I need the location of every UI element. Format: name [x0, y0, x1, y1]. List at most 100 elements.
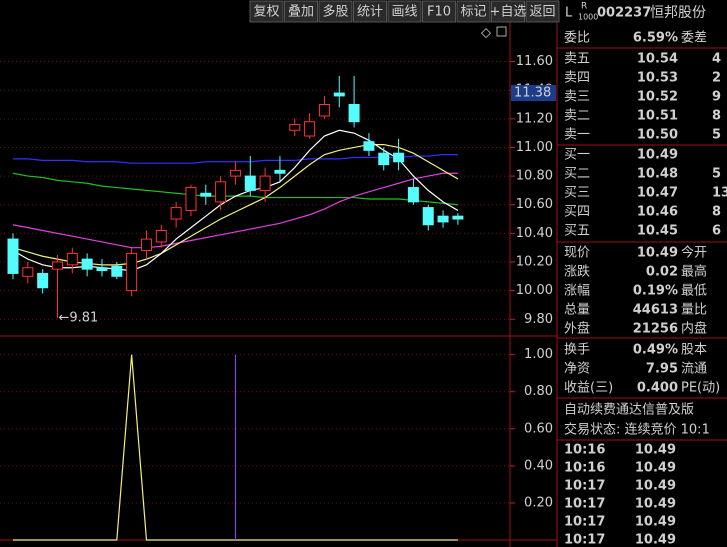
- tick-price: 10.49: [635, 443, 676, 458]
- y-tick-label: 11.00: [516, 140, 553, 155]
- row-value: 10.48: [637, 167, 678, 182]
- row-label: 总量: [564, 303, 590, 318]
- row-label2: 委差: [681, 31, 707, 46]
- row-label2: 股本: [681, 343, 707, 358]
- row-label: 卖四: [564, 71, 590, 86]
- box-icon[interactable]: [496, 26, 507, 37]
- candle-body: [393, 152, 405, 163]
- diamond-icon[interactable]: ◇: [481, 26, 491, 41]
- toolbar-label[interactable]: 标记: [460, 5, 486, 20]
- badge: R: [581, 2, 587, 12]
- row-label2: 量比: [681, 303, 707, 318]
- toolbar-label[interactable]: 叠加: [288, 5, 314, 20]
- tick-time: 10:17: [564, 533, 605, 547]
- toolbar-label[interactable]: 画线: [391, 5, 417, 20]
- tick-price: 10.49: [635, 497, 676, 512]
- y-tick-label: 0.40: [524, 458, 553, 473]
- candle-body: [274, 169, 286, 174]
- candle-body: [66, 252, 78, 266]
- candle-body: [289, 124, 301, 131]
- row-value: 10.47: [637, 186, 678, 201]
- row-value: 10.51: [637, 109, 678, 124]
- row-value: 21256: [633, 322, 678, 337]
- toolbar-button[interactable]: [284, 0, 318, 23]
- toolbar-button[interactable]: [491, 0, 525, 23]
- row-label2: PE(动): [681, 381, 720, 396]
- row-label: 委比: [564, 31, 590, 46]
- row-value: 10.46: [637, 205, 678, 220]
- candle-body: [452, 215, 464, 220]
- row-value: 0.400: [637, 381, 678, 396]
- panel-lines: [557, 47, 727, 441]
- candle-body: [22, 267, 34, 277]
- tick-price: 10.49: [635, 515, 676, 530]
- low-annotation: ←9.81: [58, 310, 98, 325]
- row-label2: 今开: [681, 245, 707, 261]
- row-value: 10.54: [637, 52, 678, 67]
- row-label2: 流通: [681, 362, 707, 377]
- y-tick-label: 0.20: [524, 495, 553, 510]
- crosshair-box: [511, 85, 556, 102]
- toolbar-label[interactable]: 返回: [529, 5, 555, 20]
- row-value: 44613: [633, 303, 678, 318]
- y-tick-label: 10.60: [516, 197, 553, 212]
- y-tick-label: 10.80: [516, 169, 553, 184]
- toolbar-label[interactable]: 多股: [322, 4, 348, 20]
- candle-body: [363, 141, 375, 151]
- tick-time: 10:17: [564, 497, 605, 512]
- row-volume: 2: [712, 71, 721, 86]
- row-label: 净资: [564, 362, 590, 377]
- row-value: 0.02: [646, 265, 678, 280]
- toolbar-label[interactable]: F10: [427, 5, 451, 20]
- badge: L: [565, 6, 573, 21]
- toolbar-button[interactable]: [318, 0, 353, 23]
- candle-body: [155, 229, 167, 243]
- y-tick-label: 11.60: [516, 54, 553, 69]
- y-tick-label: 0.60: [524, 421, 553, 436]
- candle-body: [244, 175, 256, 191]
- toolbar-button[interactable]: [525, 0, 560, 23]
- row-value: 10.49: [637, 246, 678, 261]
- row-label: 买一: [564, 148, 590, 163]
- row-label: 涨跌: [564, 264, 590, 280]
- row-value: 10.50: [637, 128, 678, 143]
- y-tick-label: 10.40: [516, 226, 553, 241]
- tick-price: 10.49: [635, 533, 676, 547]
- row-label: 卖一: [564, 128, 590, 143]
- toolbar-button[interactable]: [353, 0, 387, 23]
- candle-body: [51, 261, 63, 270]
- row-label: 收益(三): [564, 381, 613, 396]
- candle-body: [229, 169, 241, 177]
- row-label: 买四: [564, 205, 590, 220]
- candle-body: [111, 265, 123, 277]
- row-value: 10.49: [637, 148, 678, 163]
- stock-name: 恒邦股份: [650, 5, 706, 21]
- toolbar-label[interactable]: 统计: [357, 5, 383, 20]
- row-volume: 13: [712, 186, 727, 201]
- candle-body: [407, 187, 419, 203]
- candle-body: [348, 104, 360, 123]
- toolbar-button[interactable]: [249, 0, 284, 23]
- toolbar-button[interactable]: [456, 0, 491, 23]
- candle-body: [7, 238, 19, 274]
- stock-code: 002237: [597, 6, 651, 21]
- tick-time: 10:17: [564, 515, 605, 530]
- candle-body: [437, 215, 449, 223]
- toolbar-label[interactable]: 复权: [253, 4, 279, 20]
- toolbar-label[interactable]: +自选: [490, 5, 527, 20]
- y-tick-label: 10.20: [516, 254, 553, 269]
- candle-body: [304, 121, 316, 137]
- toolbar-button[interactable]: [422, 0, 456, 23]
- series-line: [12, 172, 458, 249]
- candle-body: [259, 175, 271, 191]
- toolbar-button[interactable]: [387, 0, 422, 23]
- row-value: 7.95: [646, 362, 678, 377]
- row-value: 10.52: [637, 90, 678, 105]
- row-volume: 6: [712, 224, 721, 239]
- tick-price: 10.49: [635, 461, 676, 476]
- row-label2: 最高: [681, 264, 707, 280]
- notice[interactable]: 自动续费通达信普及版: [564, 403, 694, 418]
